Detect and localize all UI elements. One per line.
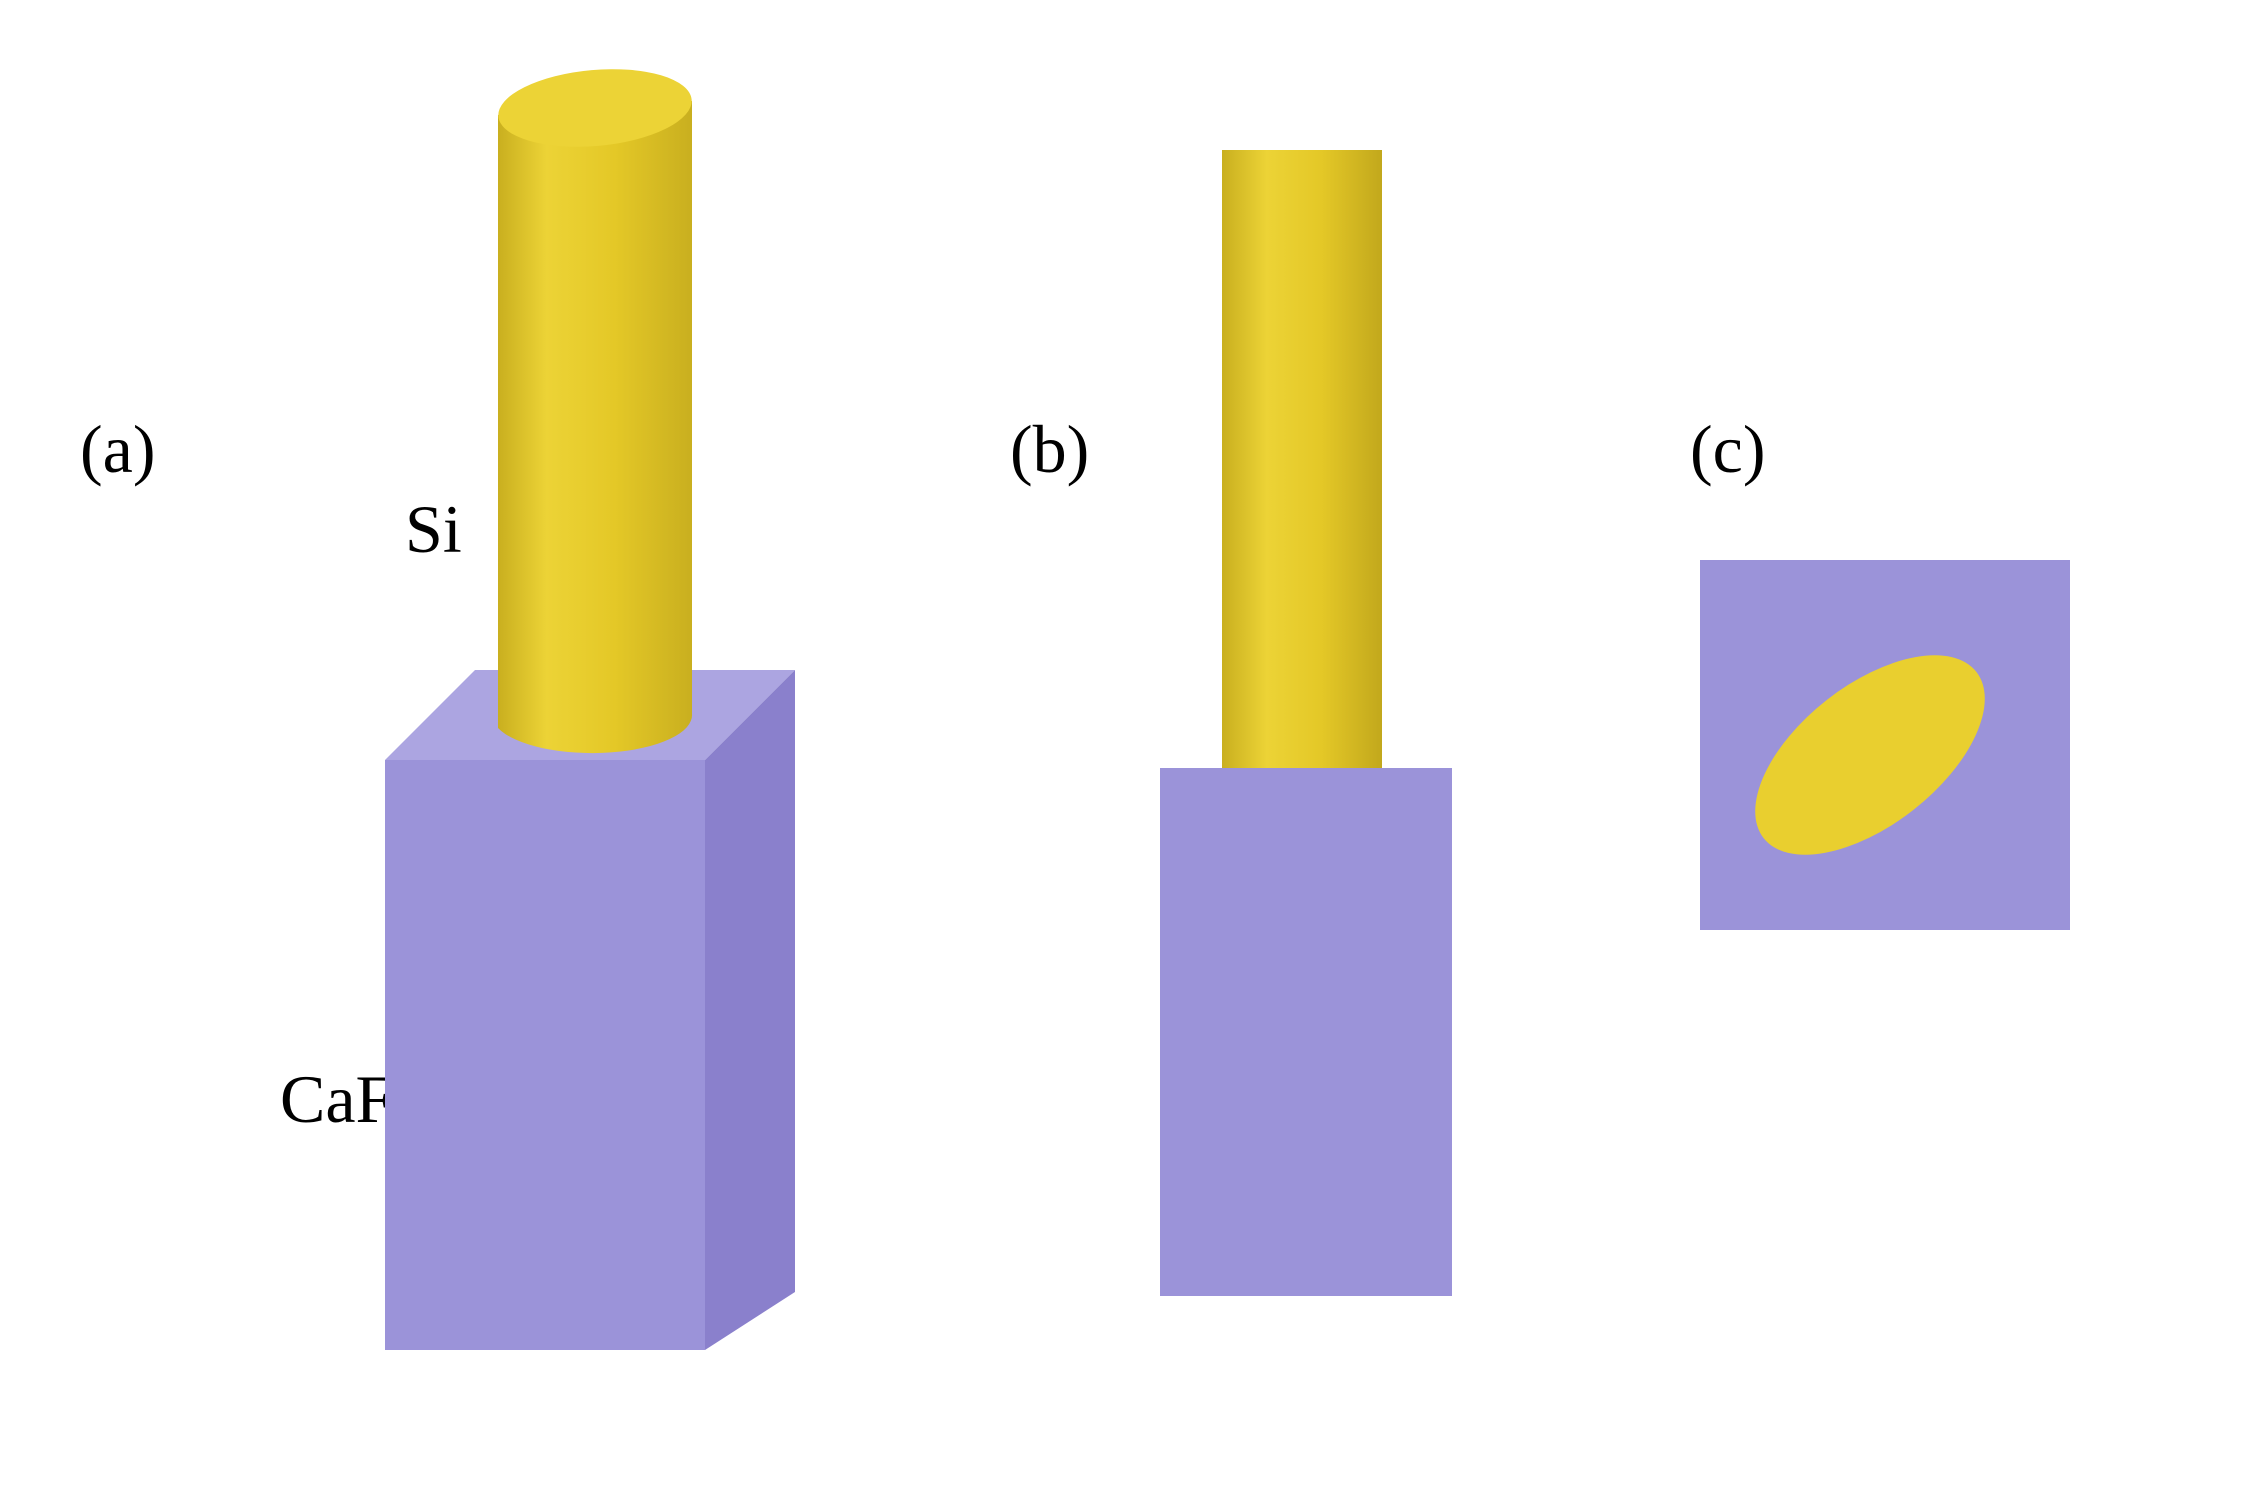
cuboid-front-face [385,760,705,1350]
cylinder-side [1222,150,1382,768]
panel-c-diagram [1700,560,2070,930]
panel-b-diagram [1140,150,1490,1310]
panel-c-label: (c) [1690,410,1765,489]
panel-a-diagram [240,60,800,1450]
cylinder-body [498,101,692,753]
cuboid-front [1160,768,1452,1296]
cuboid-right-face [705,670,795,1350]
panel-a-label: (a) [80,410,155,489]
panel-b-label: (b) [1010,410,1089,489]
